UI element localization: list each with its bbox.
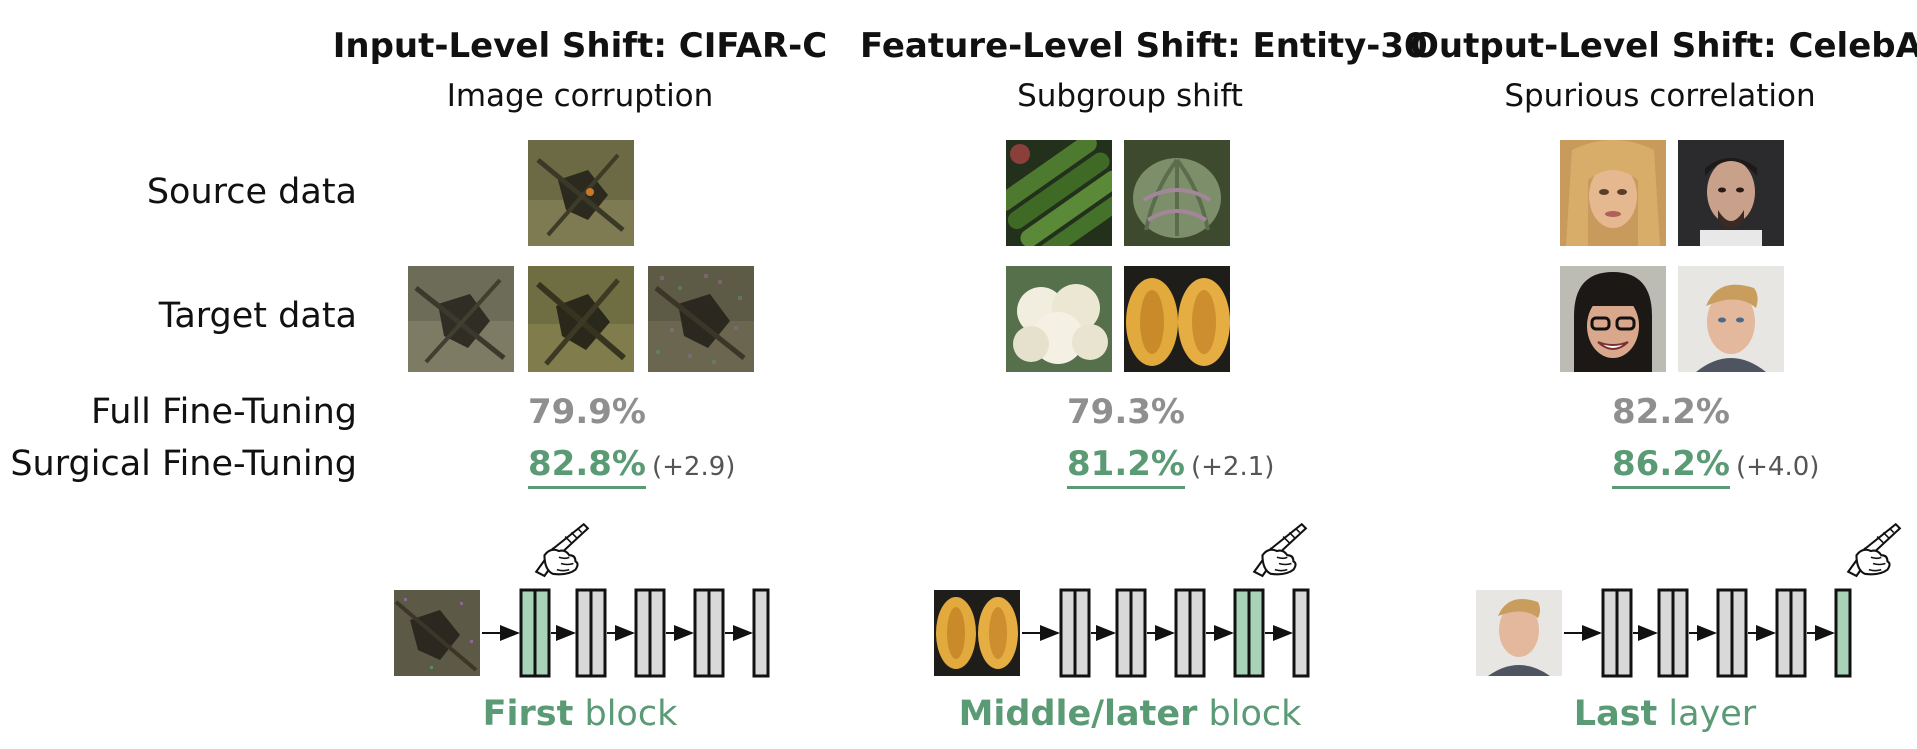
frozen-block xyxy=(634,588,666,678)
celeba-surgical-accuracy-group: 86.2% (+4.0) xyxy=(1612,444,1820,489)
row-label-full-finetuning: Full Fine-Tuning xyxy=(91,392,357,432)
celeba-caption: Last layer xyxy=(1465,694,1865,734)
cifar-full-finetuning-accuracy: 79.9% xyxy=(528,392,646,432)
row-label-target: Target data xyxy=(158,296,357,336)
column-title-celeba: Output-Level Shift: CelebA xyxy=(1410,26,1917,66)
entity-surgical-accuracy: 81.2% xyxy=(1067,444,1185,489)
cifar-input-thumbnail xyxy=(394,590,480,676)
column-subtitle-celeba: Spurious correlation xyxy=(1504,78,1816,114)
cifar-caption-rest: block xyxy=(573,694,678,734)
celeba-caption-bold: Last xyxy=(1573,694,1658,734)
frozen-layer xyxy=(1292,588,1310,678)
cifar-network-diagram xyxy=(390,510,790,685)
squash-target-image xyxy=(1124,266,1230,372)
celeba-network-diagram xyxy=(1472,510,1912,685)
celeba-caption-rest: layer xyxy=(1657,694,1757,734)
celeba-source-face-1 xyxy=(1560,140,1666,246)
celeba-target-face-1 xyxy=(1560,266,1666,372)
cauliflower-target-image xyxy=(1006,266,1112,372)
celeba-full-finetuning-accuracy: 82.2% xyxy=(1612,392,1730,432)
column-title-cifar: Input-Level Shift: CIFAR-C xyxy=(332,26,828,66)
scalpel-hand-icon xyxy=(1847,523,1901,577)
cifar-target-image-3 xyxy=(648,266,754,372)
tuned-layer xyxy=(1834,588,1852,678)
frozen-block xyxy=(1115,588,1147,678)
cifar-caption-bold: First xyxy=(482,694,574,734)
frozen-block xyxy=(575,588,607,678)
entity-full-finetuning-accuracy: 79.3% xyxy=(1067,392,1185,432)
cifar-target-image-2 xyxy=(528,266,634,372)
frozen-block xyxy=(1174,588,1206,678)
frozen-block xyxy=(1657,588,1689,678)
entity-input-thumbnail xyxy=(934,590,1020,676)
celeba-surgical-delta: (+4.0) xyxy=(1735,452,1820,482)
cifar-source-image xyxy=(528,140,634,246)
scalpel-hand-icon xyxy=(535,523,589,577)
frozen-block xyxy=(1601,588,1633,678)
entity-network-diagram xyxy=(930,510,1330,685)
celeba-source-face-2 xyxy=(1678,140,1784,246)
entity-caption-bold: Middle/later xyxy=(958,694,1198,734)
scalpel-hand-icon xyxy=(1253,523,1307,577)
entity-caption-rest: block xyxy=(1197,694,1302,734)
column-subtitle-cifar: Image corruption xyxy=(446,78,714,114)
frozen-block xyxy=(693,588,725,678)
tuned-block xyxy=(1233,588,1265,678)
frozen-block xyxy=(1775,588,1807,678)
frozen-block xyxy=(1059,588,1091,678)
row-label-surgical-finetuning: Surgical Fine-Tuning xyxy=(10,444,357,484)
celeba-input-thumbnail xyxy=(1476,590,1562,676)
column-title-entity: Feature-Level Shift: Entity-30 xyxy=(860,26,1428,66)
entity-caption: Middle/later block xyxy=(900,694,1360,734)
row-label-source: Source data xyxy=(146,172,357,212)
cifar-surgical-accuracy: 82.8% xyxy=(528,444,646,489)
entity-surgical-delta: (+2.1) xyxy=(1190,452,1275,482)
celeba-surgical-accuracy: 86.2% xyxy=(1612,444,1730,489)
frozen-layer xyxy=(752,588,770,678)
cifar-surgical-accuracy-group: 82.8% (+2.9) xyxy=(528,444,736,489)
zucchini-source-image xyxy=(1006,140,1112,246)
cifar-surgical-delta: (+2.9) xyxy=(651,452,736,482)
entity-surgical-accuracy-group: 81.2% (+2.1) xyxy=(1067,444,1275,489)
tuned-block xyxy=(519,588,551,678)
cifar-target-image-1 xyxy=(408,266,514,372)
celeba-target-face-2 xyxy=(1678,266,1784,372)
frozen-block xyxy=(1716,588,1748,678)
column-subtitle-entity: Subgroup shift xyxy=(1017,78,1243,114)
artichoke-source-image xyxy=(1124,140,1230,246)
cifar-caption: First block xyxy=(380,694,780,734)
